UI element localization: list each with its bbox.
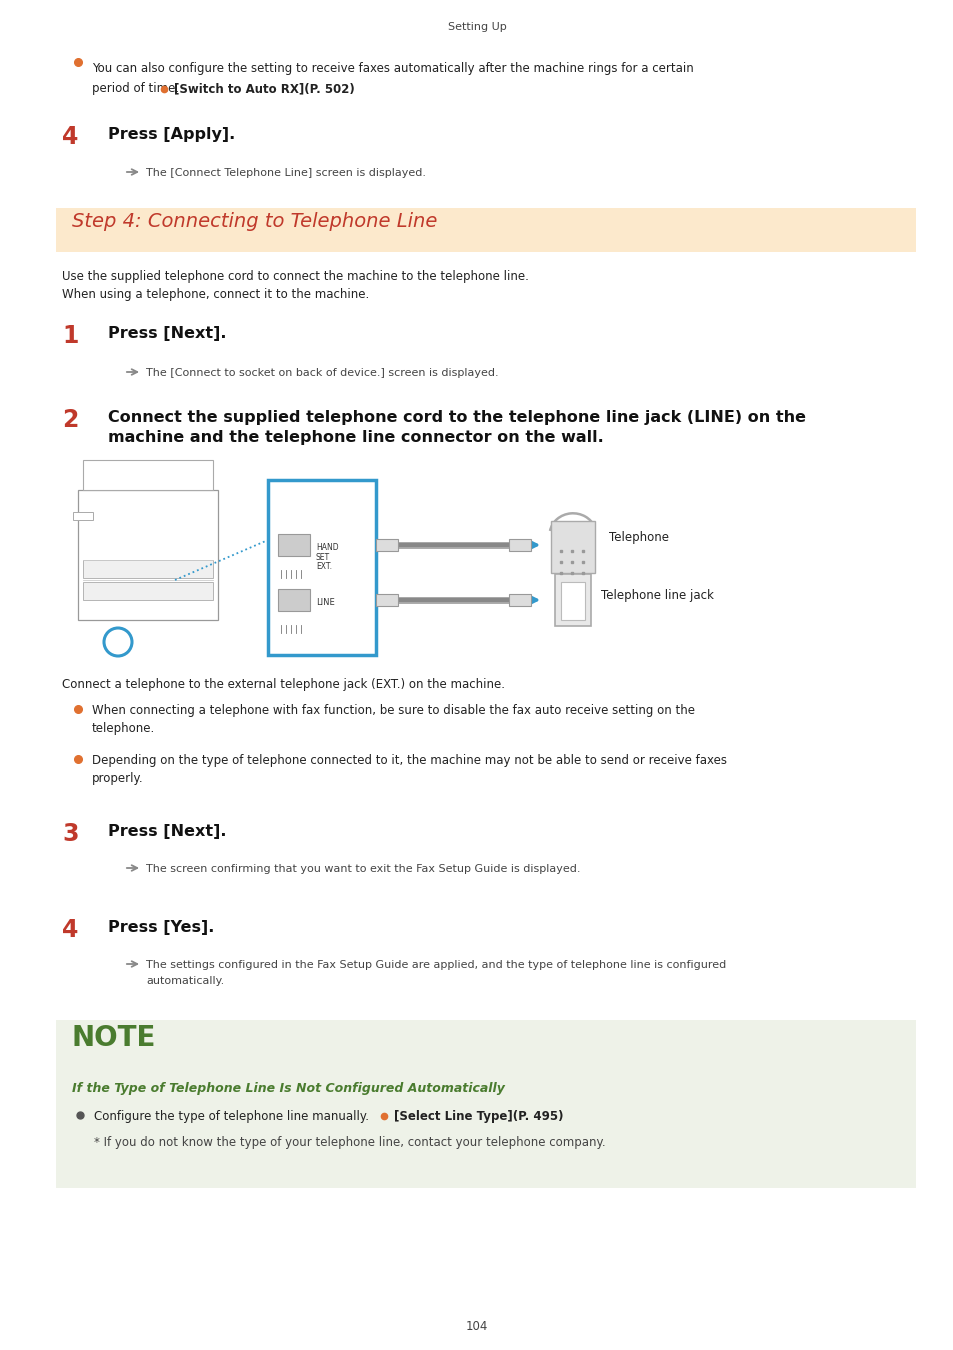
Bar	[73, 512, 92, 520]
Bar	[277, 535, 310, 556]
Text: The settings configured in the Fax Setup Guide are applied, and the type of tele: The settings configured in the Fax Setup…	[146, 960, 725, 971]
Bar	[551, 521, 595, 572]
Text: Configure the type of telephone line manually.: Configure the type of telephone line man…	[94, 1110, 373, 1123]
Bar	[509, 539, 531, 551]
Text: Press [Yes].: Press [Yes].	[108, 919, 214, 936]
Bar	[375, 594, 397, 606]
Text: The [Connect Telephone Line] screen is displayed.: The [Connect Telephone Line] screen is d…	[146, 167, 426, 178]
Text: Setting Up: Setting Up	[447, 22, 506, 32]
Bar	[56, 208, 915, 252]
Text: 3: 3	[62, 822, 78, 846]
Circle shape	[104, 628, 132, 656]
Text: Depending on the type of telephone connected to it, the machine may not be able : Depending on the type of telephone conne…	[91, 755, 726, 767]
Text: You can also configure the setting to receive faxes automatically after the mach: You can also configure the setting to re…	[91, 62, 693, 76]
Text: The screen confirming that you want to exit the Fax Setup Guide is displayed.: The screen confirming that you want to e…	[146, 864, 579, 873]
Text: 4: 4	[62, 918, 78, 942]
Text: * If you do not know the type of your telephone line, contact your telephone com: * If you do not know the type of your te…	[94, 1135, 605, 1149]
Text: Telephone: Telephone	[608, 531, 668, 544]
Text: 4: 4	[62, 126, 78, 148]
Bar	[83, 582, 213, 599]
Text: 1: 1	[62, 324, 78, 348]
Bar	[560, 582, 584, 620]
Text: properly.: properly.	[91, 772, 144, 784]
Bar	[277, 589, 310, 612]
Text: [Switch to Auto RX](P. 502): [Switch to Auto RX](P. 502)	[173, 82, 355, 94]
Text: Telephone line jack: Telephone line jack	[600, 590, 713, 602]
Text: telephone.: telephone.	[91, 722, 155, 734]
Text: 2: 2	[62, 408, 78, 432]
Text: NOTE: NOTE	[71, 1025, 156, 1052]
Bar	[555, 574, 590, 626]
Text: Press [Next].: Press [Next].	[108, 325, 226, 342]
Bar	[56, 1021, 915, 1188]
Text: automatically.: automatically.	[146, 976, 224, 986]
Text: machine and the telephone line connector on the wall.: machine and the telephone line connector…	[108, 431, 603, 446]
Text: Step 4: Connecting to Telephone Line: Step 4: Connecting to Telephone Line	[71, 212, 436, 231]
Text: If the Type of Telephone Line Is Not Configured Automatically: If the Type of Telephone Line Is Not Con…	[71, 1081, 504, 1095]
Text: Use the supplied telephone cord to connect the machine to the telephone line.: Use the supplied telephone cord to conne…	[62, 270, 528, 284]
Bar	[509, 594, 531, 606]
Text: When using a telephone, connect it to the machine.: When using a telephone, connect it to th…	[62, 288, 369, 301]
Bar	[375, 539, 397, 551]
Text: The [Connect to socket on back of device.] screen is displayed.: The [Connect to socket on back of device…	[146, 369, 498, 378]
Text: HAND
SET
EXT.: HAND SET EXT.	[315, 543, 338, 571]
Text: Connect a telephone to the external telephone jack (EXT.) on the machine.: Connect a telephone to the external tele…	[62, 678, 504, 691]
Bar	[83, 460, 213, 490]
Text: period of time.: period of time.	[91, 82, 183, 94]
Text: When connecting a telephone with fax function, be sure to disable the fax auto r: When connecting a telephone with fax fun…	[91, 703, 695, 717]
Bar	[78, 490, 218, 620]
Text: Press [Next].: Press [Next].	[108, 824, 226, 838]
Bar	[268, 481, 375, 655]
Text: Press [Apply].: Press [Apply].	[108, 127, 235, 142]
Text: LINE: LINE	[315, 598, 335, 608]
Text: Connect the supplied telephone cord to the telephone line jack (LINE) on the: Connect the supplied telephone cord to t…	[108, 410, 805, 425]
Text: [Select Line Type](P. 495): [Select Line Type](P. 495)	[394, 1110, 563, 1123]
Bar	[83, 560, 213, 578]
Text: 104: 104	[465, 1320, 488, 1332]
